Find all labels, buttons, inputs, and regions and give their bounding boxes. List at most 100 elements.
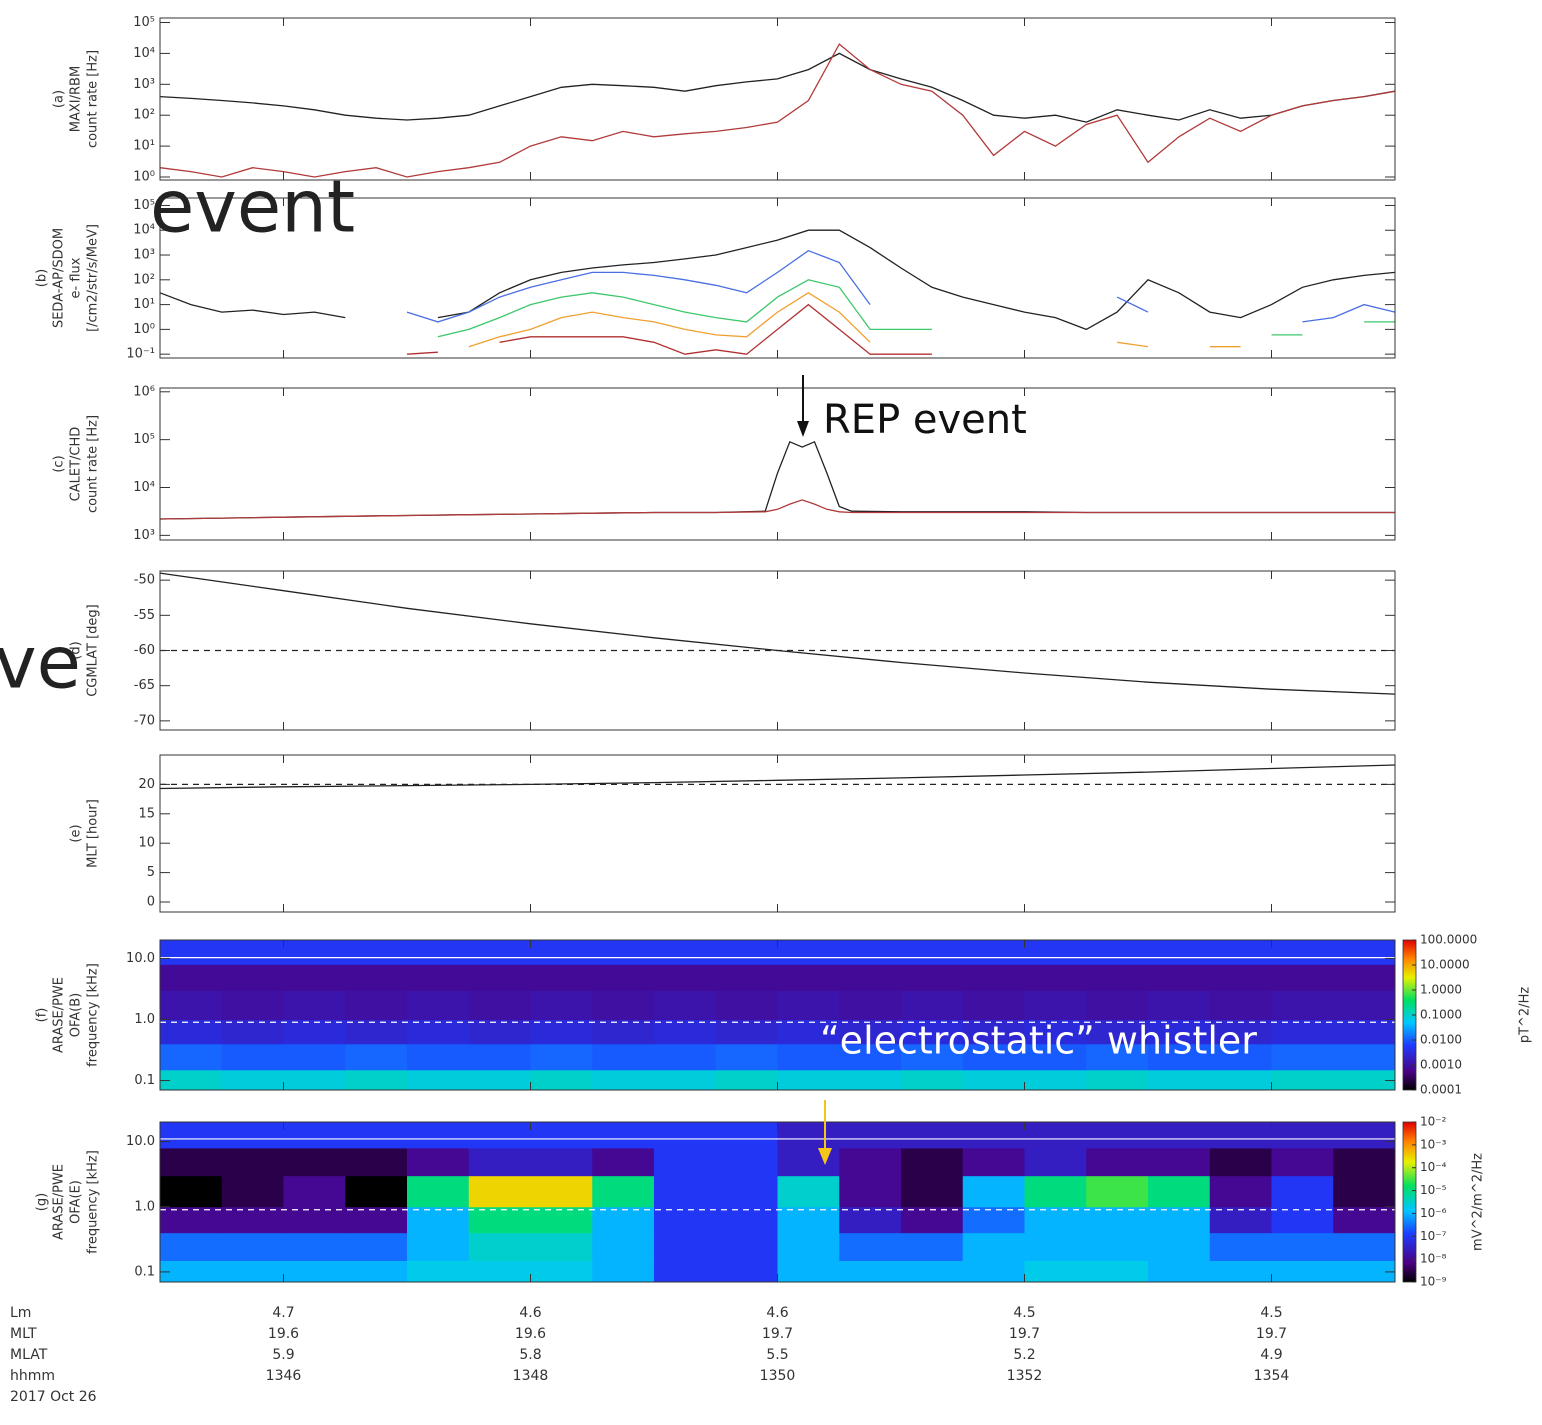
spectrogram-cell [901, 1175, 964, 1208]
y-tick-label: 10² [133, 272, 155, 287]
spectrogram-cell [283, 964, 346, 991]
spectrogram-cell [1271, 990, 1334, 1020]
spectrogram-cell [1148, 1019, 1211, 1045]
ephemeris-name: hhmm [10, 1368, 55, 1384]
y-axis-label: (d) [69, 641, 84, 659]
spectrogram-cell [715, 1260, 778, 1283]
ephemeris-value: 4.7 [272, 1305, 294, 1321]
y-axis-label: (g) [35, 1193, 50, 1211]
y-tick-label: 10⁰ [133, 170, 155, 185]
ephemeris-value: 5.9 [272, 1347, 294, 1363]
spectrogram-cell [1086, 1122, 1149, 1149]
spectrogram-cell [221, 1122, 284, 1149]
spectrogram-cell [1333, 1206, 1396, 1234]
spectrogram-cell [592, 1069, 655, 1091]
y-tick-label: 10⁵ [133, 198, 155, 213]
spectrogram-cell [530, 940, 593, 965]
y-tick-label: -55 [134, 608, 155, 623]
spectrogram-cell [777, 964, 840, 991]
y-tick-label: -70 [134, 713, 155, 728]
spectrogram-cell [283, 1147, 346, 1177]
y-tick-label: 15 [138, 806, 155, 821]
spectrogram-cell [654, 1043, 717, 1071]
spectrogram-cell [407, 1019, 470, 1045]
spectrogram-cell [715, 1043, 778, 1071]
colorbar-tick-label: 1.0000 [1420, 983, 1462, 997]
spectrogram-cell [1148, 1147, 1211, 1177]
spectrogram-cell [1333, 1147, 1396, 1177]
spectrogram-cell [962, 964, 1025, 991]
spectrogram-cell [1148, 1232, 1211, 1261]
spectrogram-cell [407, 1147, 470, 1177]
spectrogram-cell [530, 1019, 593, 1045]
spectrogram-cell [1148, 1175, 1211, 1208]
spectrogram-cell [1333, 940, 1396, 965]
ephemeris-name: MLAT [10, 1347, 48, 1363]
y-tick-label: 10⁴ [133, 480, 155, 495]
spectrogram-cell [283, 1175, 346, 1208]
spectrogram-cell [1148, 1206, 1211, 1234]
y-axis-label: MAXI/RBM [69, 66, 84, 132]
y-tick-label: 0 [147, 895, 155, 910]
colorbar-label: mV^2/m^2/Hz [1471, 1153, 1486, 1251]
spectrogram-cell [777, 1043, 840, 1071]
spectrogram-cell [1209, 1232, 1272, 1261]
spectrogram-cell [160, 1019, 223, 1045]
y-axis-label: MLT [hour] [86, 799, 101, 868]
spectrogram-cell [407, 1232, 470, 1261]
y-tick-label: 1.0 [134, 1199, 155, 1214]
spectrogram-cell [901, 990, 964, 1020]
spectrogram-cell [1024, 1260, 1087, 1283]
panel-frame [159, 17, 1396, 181]
spectrogram-cell [592, 1206, 655, 1234]
ephemeris-value: 19.7 [1009, 1326, 1040, 1342]
y-tick-label: 10⁵ [133, 432, 155, 447]
spectrogram-cell [901, 1069, 964, 1091]
spectrogram-cell [468, 964, 531, 991]
spectrogram-cell [530, 964, 593, 991]
spectrogram-cell [901, 1019, 964, 1045]
spectrogram-cell [715, 1147, 778, 1177]
spectrogram-cell [221, 990, 284, 1020]
y-tick-label: 1.0 [134, 1012, 155, 1027]
spectrogram-cell [160, 1260, 223, 1283]
ephemeris-value: 4.6 [519, 1305, 541, 1321]
spectrogram-cell [1024, 1122, 1087, 1149]
series-line [437, 279, 1395, 338]
spectrogram-cell [160, 1175, 223, 1208]
series-line [468, 292, 1241, 348]
spectrogram-cell [715, 1175, 778, 1208]
spectrogram-cell [530, 1175, 593, 1208]
y-tick-label: 10¹ [133, 139, 155, 154]
y-tick-label: 10² [133, 108, 155, 123]
spectrogram-cell [777, 990, 840, 1020]
spectrogram-cell [1271, 1043, 1334, 1071]
spectrogram-cell [160, 1043, 223, 1071]
spectrogram-cell [1209, 1122, 1272, 1149]
spectrogram-cell [407, 1206, 470, 1234]
spectrogram-cell [1209, 1019, 1272, 1045]
spectrogram-cell [901, 1260, 964, 1283]
spectrogram-cell [407, 1043, 470, 1071]
y-tick-label: 5 [147, 865, 155, 880]
spectrogram-cell [283, 990, 346, 1020]
colorbar-tick-label: 100.0000 [1420, 933, 1477, 947]
spectrogram-cell [221, 940, 284, 965]
ephemeris-value: 19.6 [515, 1326, 546, 1342]
spectrogram-cell [468, 1206, 531, 1234]
spectrogram-cell [468, 1260, 531, 1283]
spectrogram-cell [962, 990, 1025, 1020]
spectrogram-cell [1209, 1175, 1272, 1208]
spectrogram-cell [839, 1206, 902, 1234]
y-tick-label: -65 [134, 678, 155, 693]
spectrogram-cell [654, 1069, 717, 1091]
y-tick-label: 10¹ [133, 297, 155, 312]
y-tick-label: 0.1 [134, 1264, 155, 1279]
spectrogram-cell [1333, 990, 1396, 1020]
spectrogram-cell [777, 1206, 840, 1234]
spectrogram-cell [1086, 990, 1149, 1020]
colorbar-tick-label: 10⁻³ [1420, 1137, 1447, 1151]
spectrogram-cell [1086, 1069, 1149, 1091]
spectrogram-cell [530, 990, 593, 1020]
